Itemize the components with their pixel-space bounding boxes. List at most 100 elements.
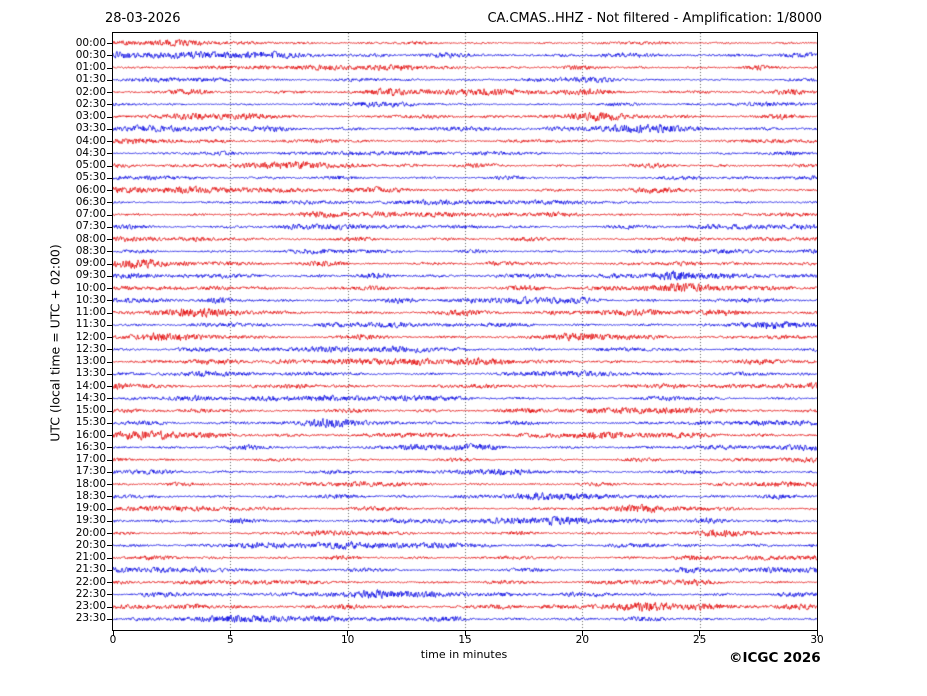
- y-tick-mark: [107, 411, 112, 412]
- y-tick-mark: [107, 276, 112, 277]
- y-tick-label: 12:30: [75, 342, 106, 355]
- y-tick-mark: [107, 496, 112, 497]
- helicorder-traces-canvas: [113, 33, 817, 630]
- y-tick-mark: [107, 435, 112, 436]
- y-tick-mark: [107, 362, 112, 363]
- y-tick-mark: [107, 141, 112, 142]
- y-tick-mark: [107, 447, 112, 448]
- x-axis-label: time in minutes: [420, 648, 508, 661]
- y-tick-mark: [107, 313, 112, 314]
- y-tick-mark: [107, 374, 112, 375]
- y-tick-mark: [107, 251, 112, 252]
- y-tick-mark: [107, 582, 112, 583]
- y-tick-mark: [107, 117, 112, 118]
- y-tick-mark: [107, 80, 112, 81]
- x-tick-label: 10: [340, 634, 355, 646]
- y-tick-label: 18:00: [75, 477, 106, 490]
- y-tick-mark: [107, 521, 112, 522]
- x-tick-label: 25: [692, 634, 707, 646]
- x-tick-mark: [582, 631, 583, 636]
- y-tick-mark: [107, 545, 112, 546]
- y-tick-label: 01:30: [75, 73, 106, 86]
- y-tick-label: 17:30: [75, 465, 106, 478]
- y-tick-label: 08:00: [75, 232, 106, 245]
- y-tick-label: 17:00: [75, 453, 106, 466]
- y-tick-label: 03:30: [75, 122, 106, 135]
- y-tick-label: 05:30: [75, 171, 106, 184]
- y-tick-label: 11:00: [75, 306, 106, 319]
- y-tick-mark: [107, 398, 112, 399]
- y-tick-label: 21:00: [75, 551, 106, 564]
- y-tick-label: 19:30: [75, 514, 106, 527]
- y-tick-mark: [107, 55, 112, 56]
- y-tick-mark: [107, 472, 112, 473]
- y-tick-label: 07:30: [75, 220, 106, 233]
- y-tick-label: 22:00: [75, 575, 106, 588]
- x-tick-mark: [699, 631, 700, 636]
- y-tick-label: 09:30: [75, 269, 106, 282]
- y-tick-label: 01:00: [75, 61, 106, 73]
- copyright-label: ©ICGC 2026: [729, 650, 821, 666]
- y-tick-label: 04:30: [75, 146, 106, 159]
- y-tick-mark: [107, 68, 112, 69]
- y-tick-mark: [107, 325, 112, 326]
- y-tick-mark: [107, 423, 112, 424]
- y-tick-label: 06:00: [75, 183, 106, 196]
- y-tick-label: 10:00: [75, 281, 106, 294]
- y-tick-label: 02:00: [75, 85, 106, 98]
- x-tick-mark: [465, 631, 466, 636]
- y-tick-mark: [107, 239, 112, 240]
- y-tick-label: 07:00: [75, 208, 106, 221]
- y-tick-label: 21:30: [75, 563, 106, 576]
- y-tick-label: 16:00: [75, 428, 106, 441]
- y-tick-label: 08:30: [75, 244, 106, 257]
- y-tick-label: 23:30: [75, 612, 106, 625]
- y-tick-mark: [107, 227, 112, 228]
- y-tick-mark: [107, 337, 112, 338]
- y-tick-mark: [107, 43, 112, 44]
- y-tick-label: 14:00: [75, 379, 106, 392]
- y-tick-mark: [107, 153, 112, 154]
- y-tick-mark: [107, 349, 112, 350]
- y-tick-mark: [107, 104, 112, 105]
- y-tick-label: 06:30: [75, 195, 106, 208]
- y-tick-mark: [107, 484, 112, 485]
- y-tick-label: 20:30: [75, 538, 106, 551]
- x-tick-label: 20: [575, 634, 590, 646]
- y-tick-label: 00:30: [75, 48, 106, 61]
- y-tick-label: 11:30: [75, 318, 106, 331]
- x-tick-label: 0: [109, 634, 117, 646]
- y-tick-label: 05:00: [75, 159, 106, 172]
- y-tick-label: 23:00: [75, 600, 106, 613]
- y-tick-label: 00:00: [75, 36, 106, 49]
- y-tick-mark: [107, 300, 112, 301]
- y-tick-label: 16:30: [75, 440, 106, 453]
- x-tick-label: 5: [226, 634, 234, 646]
- y-tick-mark: [107, 558, 112, 559]
- y-tick-mark: [107, 178, 112, 179]
- y-tick-mark: [107, 619, 112, 620]
- x-tick-mark: [347, 631, 348, 636]
- y-tick-mark: [107, 509, 112, 510]
- y-tick-label: 18:30: [75, 489, 106, 502]
- y-tick-mark: [107, 264, 112, 265]
- y-tick-mark: [107, 92, 112, 93]
- y-tick-label: 15:30: [75, 416, 106, 429]
- x-tick-label: 30: [810, 634, 824, 646]
- y-tick-mark: [107, 607, 112, 608]
- y-tick-label: 14:30: [75, 391, 106, 404]
- y-tick-label: 13:30: [75, 367, 106, 380]
- y-tick-mark: [107, 215, 112, 216]
- y-tick-label: 02:30: [75, 97, 106, 110]
- y-tick-mark: [107, 460, 112, 461]
- y-tick-label: 15:00: [75, 404, 106, 417]
- y-tick-mark: [107, 570, 112, 571]
- x-tick-mark: [817, 631, 818, 636]
- y-tick-mark: [107, 166, 112, 167]
- y-tick-mark: [107, 594, 112, 595]
- y-tick-mark: [107, 202, 112, 203]
- y-tick-mark: [107, 288, 112, 289]
- x-tick-label: 15: [458, 634, 472, 646]
- y-tick-label: 13:00: [75, 355, 106, 368]
